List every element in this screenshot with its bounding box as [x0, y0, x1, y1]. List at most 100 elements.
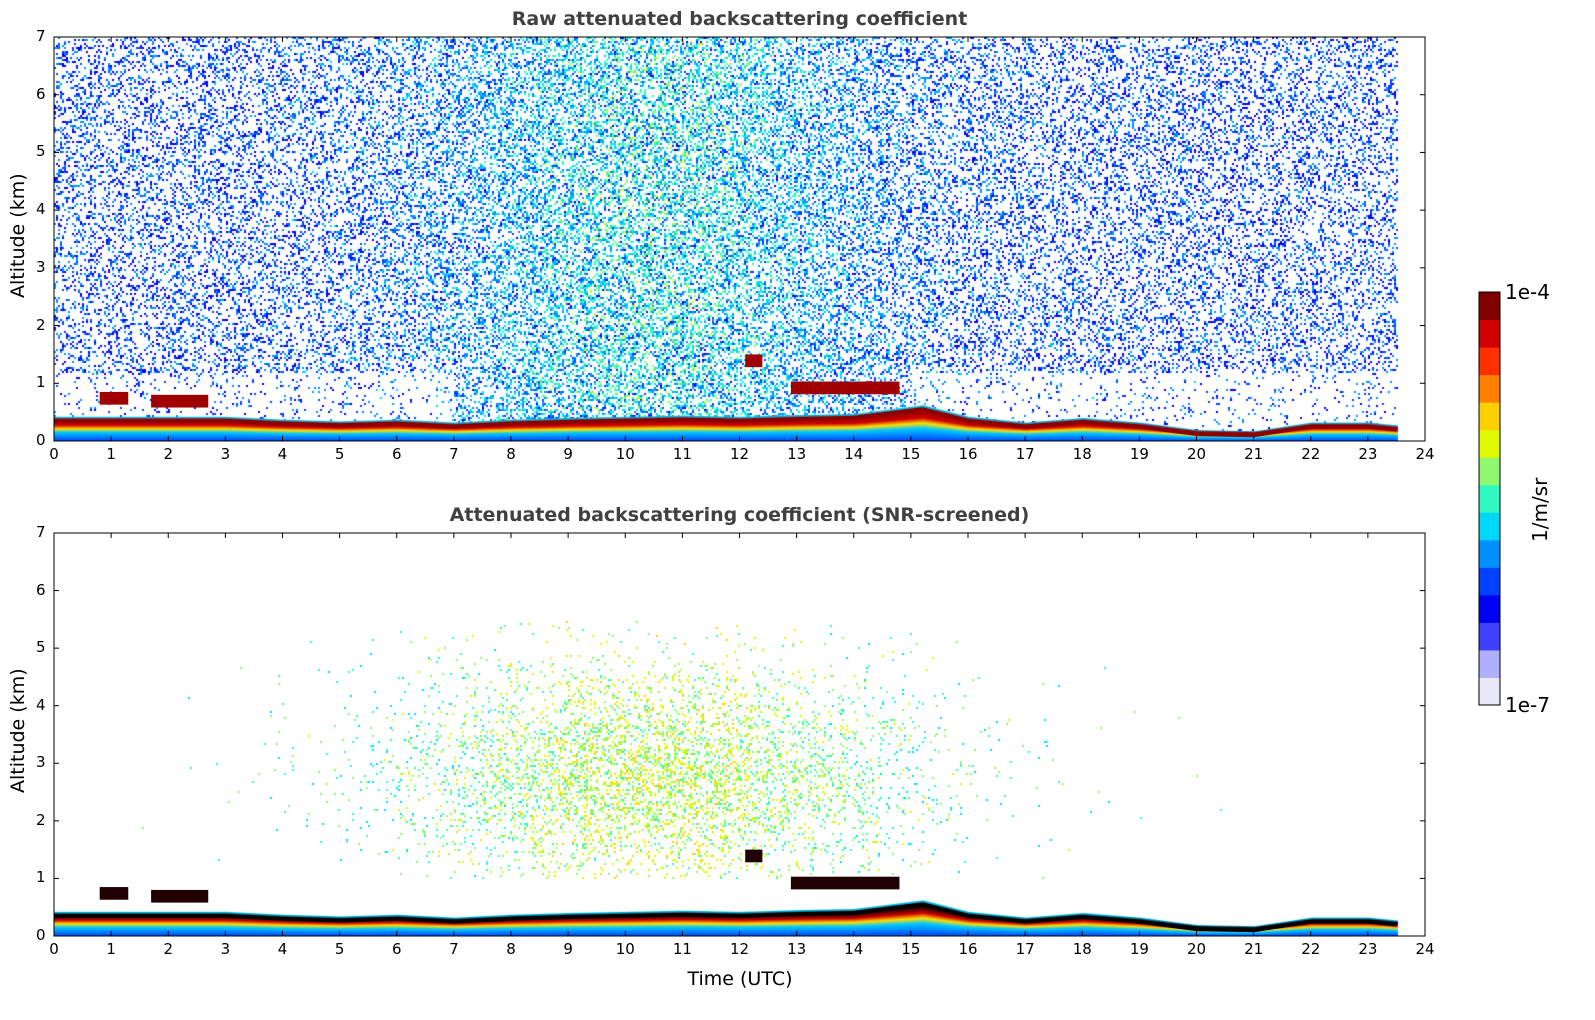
- x-tick-label: 21: [1244, 940, 1264, 958]
- layer-segment: [853, 410, 900, 420]
- colorbar-max-label: 1e-4: [1505, 280, 1550, 304]
- x-tick-label: 13: [787, 940, 807, 958]
- x-tick-label: 3: [220, 940, 231, 958]
- x-axis-label: Time (UTC): [687, 968, 793, 990]
- elevated-layer-0: [99, 391, 129, 405]
- layer-segment: [682, 912, 740, 918]
- x-tick-label: 24: [1415, 940, 1435, 958]
- x-tick-label: 20: [1186, 940, 1207, 958]
- layer-segment: [568, 418, 626, 424]
- layer-segment: [339, 916, 397, 923]
- y-tick-label: 0: [36, 431, 46, 449]
- y-tick-label: 3: [36, 257, 46, 276]
- layer-segment: [625, 912, 683, 918]
- colorbar-min-label: 1e-7: [1505, 693, 1550, 717]
- elevated-layer-2: [745, 849, 763, 863]
- layer-segment: [921, 407, 969, 423]
- x-tick-label: 23: [1358, 445, 1378, 463]
- x-tick-label: 5: [334, 445, 345, 463]
- y-tick-label: 5: [36, 142, 46, 161]
- colorbar-swatch: [1479, 429, 1500, 458]
- x-tick-label: 18: [1072, 445, 1092, 463]
- colorbar-swatch: [1479, 539, 1500, 568]
- x-tick-label: 2: [163, 940, 174, 958]
- y-tick-label: 6: [36, 84, 46, 103]
- colorbar-frame: [1478, 291, 1501, 706]
- layer-segment: [853, 905, 900, 915]
- layer-segment: [339, 421, 397, 428]
- y-tick-label: 7: [36, 27, 46, 45]
- colorbar-swatch: [1479, 649, 1500, 678]
- colorbar-swatch: [1479, 677, 1500, 706]
- layer-segment: [282, 421, 340, 428]
- y-tick-label: 4: [36, 695, 46, 714]
- x-tick-label: 9: [563, 445, 573, 463]
- x-tick-label: 9: [563, 940, 573, 958]
- y-tick-label: 4: [36, 200, 46, 219]
- elevated-layer-3: [790, 876, 900, 890]
- layer-segment: [899, 902, 923, 910]
- elevated-layer-2: [745, 354, 763, 368]
- layer-segment: [967, 913, 1026, 924]
- x-tick-label: 2: [163, 445, 174, 463]
- y-tick-label: 7: [36, 523, 46, 541]
- x-tick-label: 6: [391, 445, 402, 463]
- x-tick-label: 13: [787, 445, 807, 463]
- x-tick-label: 7: [449, 445, 459, 463]
- colorbar-swatch: [1479, 292, 1500, 321]
- colorbar-swatch: [1479, 402, 1500, 431]
- x-tick-label: 14: [844, 445, 864, 463]
- colorbar-swatch: [1479, 484, 1500, 513]
- x-tick-label: 22: [1301, 940, 1321, 958]
- layer-segment: [1024, 419, 1083, 429]
- x-tick-label: 8: [506, 445, 516, 463]
- colorbar-swatch: [1479, 512, 1500, 541]
- colorbar-label: 1/m/sr: [1528, 477, 1552, 542]
- layer-segment: [1139, 424, 1197, 437]
- colorbar-swatch: [1479, 347, 1500, 376]
- y-tick-label: 5: [36, 638, 46, 657]
- x-tick-label: 1: [106, 445, 116, 463]
- layer-segment: [1196, 432, 1254, 438]
- x-tick-label: 0: [49, 940, 59, 958]
- x-tick-label: 12: [729, 940, 750, 958]
- layer-segment: [1253, 919, 1312, 933]
- top-y-label: Altitude (km): [7, 173, 29, 298]
- layer-segment: [796, 910, 854, 917]
- layer-segment: [453, 421, 512, 429]
- colorbar-swatch: [1479, 374, 1500, 403]
- layer-segment: [396, 421, 454, 429]
- x-tick-label: 19: [1129, 445, 1149, 463]
- layer-segment: [739, 912, 797, 918]
- x-tick-label: 0: [49, 445, 59, 463]
- layer-segment: [225, 913, 283, 921]
- layer-segment: [510, 915, 569, 921]
- x-tick-label: 4: [277, 940, 288, 958]
- x-tick-label: 17: [1015, 445, 1035, 463]
- bottom-y-label: Altitude (km): [7, 668, 29, 793]
- x-tick-label: 3: [220, 445, 231, 463]
- layer-segment: [921, 902, 969, 918]
- layer-segment: [682, 417, 740, 423]
- layer-segment: [1082, 915, 1140, 924]
- layer-segment: [1253, 424, 1312, 438]
- layer-segment: [796, 415, 854, 422]
- x-tick-label: 10: [615, 940, 635, 958]
- layer-segment: [1082, 419, 1140, 429]
- x-tick-label: 7: [449, 940, 459, 958]
- layer-segment: [510, 419, 569, 426]
- x-tick-label: 14: [844, 940, 864, 958]
- colorbar-swatch: [1479, 622, 1500, 651]
- x-tick-label: 19: [1129, 940, 1149, 958]
- layer-segment: [396, 916, 454, 924]
- bottom-chart-title: Attenuated backscattering coefficient (S…: [449, 504, 1030, 526]
- colorbar-swatch: [1479, 567, 1500, 596]
- x-tick-label: 12: [729, 445, 750, 463]
- layer-segment: [225, 418, 283, 426]
- axes-frame-0: [53, 36, 1426, 442]
- x-tick-label: 11: [672, 445, 692, 463]
- x-tick-label: 21: [1244, 445, 1264, 463]
- elevated-layer-0: [99, 887, 129, 900]
